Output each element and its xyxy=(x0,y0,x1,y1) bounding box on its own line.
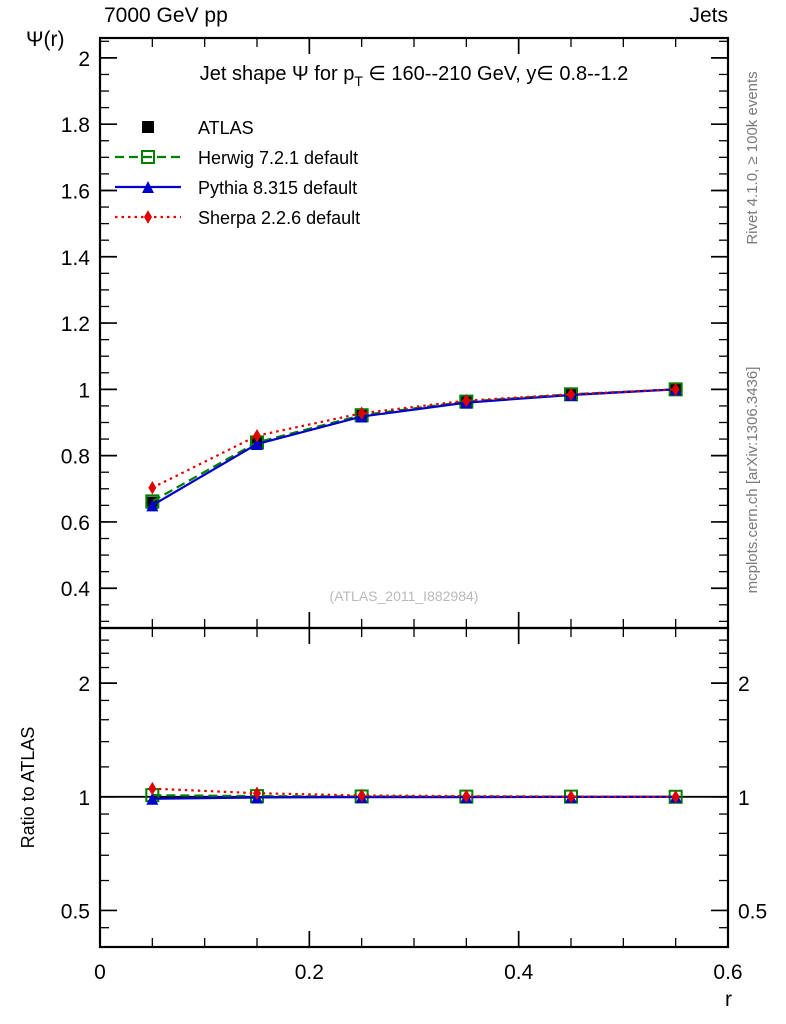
ratio-panel-frame xyxy=(98,626,730,949)
ratio-tick-label-right: 1 xyxy=(738,787,750,810)
marker-diamond xyxy=(462,789,471,803)
main-panel-frame xyxy=(98,36,730,630)
y-tick-label: 1.8 xyxy=(61,114,90,137)
y-tick-label: 0.4 xyxy=(61,578,91,601)
side-label-rivet: Rivet 4.1.0, ≥ 100k events xyxy=(744,71,761,244)
marker-diamond xyxy=(567,387,575,402)
legend-label: Sherpa 2.2.6 default xyxy=(198,208,360,228)
marker-diamond xyxy=(357,788,366,803)
ratio-axis-title: Ratio to ATLAS xyxy=(18,727,38,849)
series-pythia xyxy=(146,383,682,512)
y-tick-label: 1.2 xyxy=(61,313,90,336)
marker-square-filled xyxy=(142,121,154,133)
y-tick-label: 1.4 xyxy=(61,247,91,270)
ratio-series-sherpa xyxy=(148,781,680,804)
ratio-tick-label-right: 0.5 xyxy=(738,900,767,923)
x-tick-label: 0 xyxy=(94,961,106,984)
x-axis-title: r xyxy=(725,988,732,1011)
marker-diamond xyxy=(148,481,157,495)
marker-diamond xyxy=(567,789,575,804)
y-tick-label: 0.6 xyxy=(61,512,90,535)
plot-title: Jet shape Ψ for pT ∈ 160--210 GeV, y∈ 0.… xyxy=(200,63,629,89)
marker-diamond xyxy=(253,429,261,443)
y-axis-main: 0.4 0.6 0.8 1 1.2 1.4 1.6 1.8 2 xyxy=(61,40,728,623)
legend-label: Pythia 8.315 default xyxy=(198,178,357,198)
legend: ATLAS Herwig 7.2.1 default Pythia 8.315 de… xyxy=(115,118,360,228)
marker-triangle xyxy=(251,438,263,451)
marker-diamond xyxy=(462,393,471,408)
marker-diamond xyxy=(671,382,680,397)
y-axis-title: Ψ(r) xyxy=(26,28,65,51)
ratio-tick-label-right: 2 xyxy=(738,673,750,696)
marker-diamond xyxy=(253,786,261,800)
x-tick-label: 0.4 xyxy=(504,961,534,984)
side-label-mcplots: mcplots.cern.ch [arXiv:1306.3436] xyxy=(744,367,761,594)
marker-diamond xyxy=(148,781,157,796)
marker-diamond xyxy=(357,406,366,420)
series-atlas xyxy=(146,383,682,509)
y-axis-ratio: 0.5 0.5 1 1 2 2 xyxy=(61,627,767,948)
x-tick-label: 0.2 xyxy=(295,961,324,984)
x-ticks-main xyxy=(99,38,729,628)
y-tick-label: 1.6 xyxy=(61,180,90,203)
y-tick-label: 1 xyxy=(78,379,90,402)
y-tick-label: 0.8 xyxy=(61,446,90,469)
ratio-tick-label-left: 0.5 xyxy=(61,900,90,923)
ratio-tick-label-left: 1 xyxy=(78,787,90,810)
ratio-series-pythia xyxy=(146,790,682,805)
marker-triangle xyxy=(142,181,154,193)
marker-square-open xyxy=(141,150,155,164)
analysis-watermark: (ATLAS_2011_I882984) xyxy=(330,588,479,604)
x-axis-ratio: 0 0.2 0.4 0.6 xyxy=(94,628,743,984)
marker-triangle xyxy=(146,499,159,512)
header-right: Jets xyxy=(689,4,728,27)
ratio-tick-label-left: 2 xyxy=(78,673,90,696)
legend-label: Herwig 7.2.1 default xyxy=(198,148,358,168)
marker-triangle xyxy=(146,792,159,805)
marker-diamond xyxy=(144,210,152,224)
marker-diamond xyxy=(671,790,680,804)
legend-label: ATLAS xyxy=(198,118,254,138)
header-left: 7000 GeV pp xyxy=(104,4,228,27)
y-tick-label: 2 xyxy=(78,48,90,71)
series-herwig xyxy=(145,382,683,509)
series-sherpa xyxy=(148,382,680,495)
x-tick-label: 0.6 xyxy=(713,961,742,984)
